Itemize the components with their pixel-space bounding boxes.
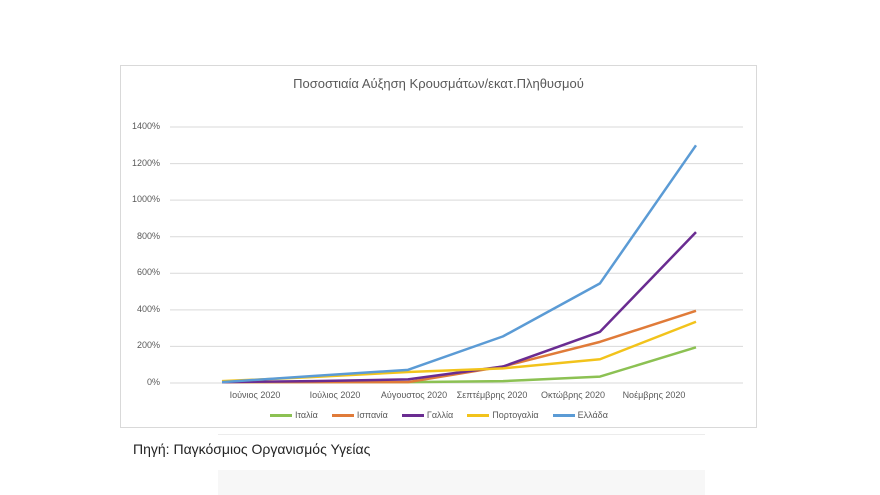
legend-label: Ελλάδα [577, 410, 608, 420]
series-line [221, 231, 697, 384]
y-tick-label: 200% [136, 340, 160, 351]
legend-item: Ελλάδα [552, 410, 608, 420]
legend-swatch-icon [467, 413, 490, 417]
chart-container [120, 65, 757, 428]
legend-swatch-icon [552, 413, 575, 417]
y-tick-label: 800% [136, 230, 160, 241]
y-tick-label: 1000% [131, 194, 160, 205]
legend-swatch-icon [401, 413, 424, 417]
y-tick-label: 400% [136, 303, 160, 314]
legend-swatch-icon [331, 413, 354, 417]
y-tick-label: 600% [136, 267, 160, 278]
legend-item: Ισπανία [331, 410, 388, 420]
legend-label: Γαλλία [426, 410, 454, 420]
x-tick-label: Ιούνιος 2020 [229, 390, 281, 400]
y-tick-label: 0% [146, 377, 160, 387]
y-tick-label: 1400% [131, 121, 160, 131]
legend-label: Πορτογαλία [492, 410, 539, 420]
x-tick-label: Σεπτέμβρης 2020 [456, 390, 528, 400]
ghost-divider [218, 434, 705, 435]
legend-item: Ιταλία [270, 410, 318, 420]
source-caption: Πηγή: Παγκόσμιος Οργανισμός Υγείας [133, 441, 371, 457]
legend-label: Ιταλία [295, 410, 318, 420]
y-tick-label: 1200% [131, 157, 160, 168]
x-tick-label: Νοέμβρης 2020 [622, 390, 686, 400]
x-tick-label: Αύγουστος 2020 [380, 390, 448, 400]
legend-label: Ισπανία [356, 410, 388, 420]
chart-title: Ποσοστιαία Αύξηση Κρουσμάτων/εκατ.Πληθυσ… [293, 76, 584, 91]
series-line [221, 144, 698, 384]
legend-item: Γαλλία [401, 410, 454, 420]
legend: Ιταλία Ισπανία Γαλλία Πορτογαλία Ελλάδα [270, 410, 608, 420]
legend-swatch-icon [270, 413, 292, 417]
x-tick-label: Οκτώβρης 2020 [540, 390, 606, 400]
legend-item: Πορτογαλία [467, 410, 539, 420]
x-tick-label: Ιούλιος 2020 [309, 390, 361, 400]
ghost-band [218, 470, 705, 495]
